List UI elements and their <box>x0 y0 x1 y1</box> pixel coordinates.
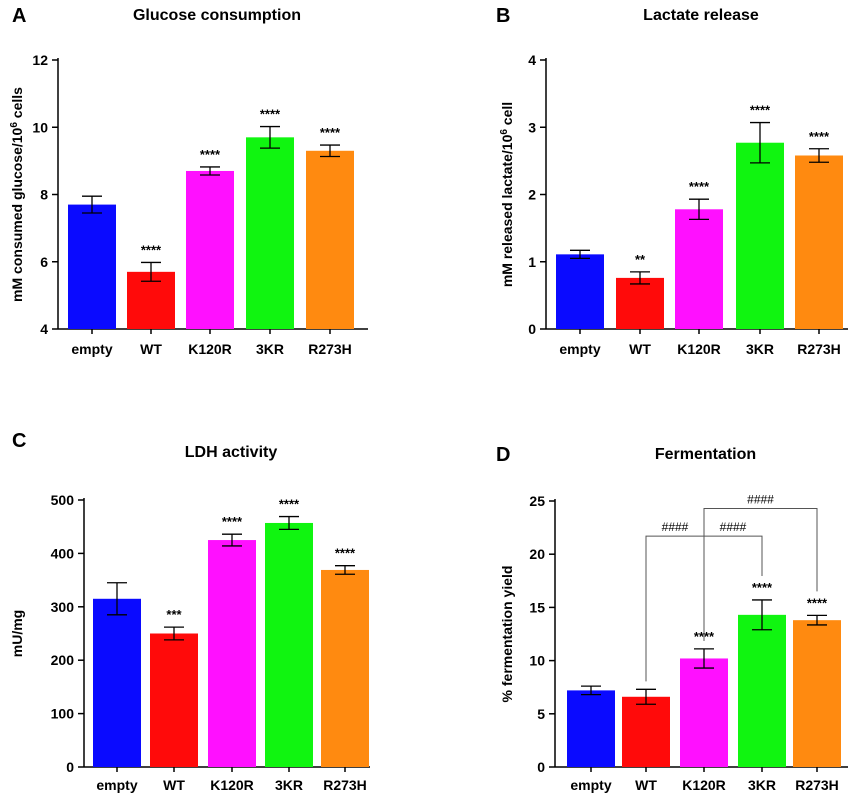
y-axis-label: % fermentation yield <box>499 566 515 703</box>
bar-r273h <box>795 155 843 329</box>
bar-wt <box>616 277 664 329</box>
y-tick-label: 1 <box>528 254 536 270</box>
significance-label: **** <box>222 514 243 529</box>
x-tick-label: K120R <box>210 777 254 793</box>
bar-k120r <box>680 658 728 767</box>
x-tick-label: WT <box>163 777 185 793</box>
x-tick-label: 3KR <box>748 777 776 793</box>
y-tick-label: 3 <box>528 119 536 135</box>
bar-3kr <box>736 142 784 329</box>
bar-r273h <box>306 150 354 329</box>
y-tick-label: 2 <box>528 187 536 203</box>
chart-title: Lactate release <box>643 7 759 24</box>
panel-letter: B <box>496 5 510 27</box>
x-tick-label: K120R <box>682 777 726 793</box>
comparison-bracket <box>703 507 818 641</box>
y-tick-label: 5 <box>537 706 545 722</box>
bar-3kr <box>738 614 786 767</box>
significance-label: **** <box>141 242 162 257</box>
panel-a: A Glucose consumption mM consumed glucose/… <box>9 5 368 357</box>
bracket-label: #### <box>662 520 689 534</box>
significance-label: **** <box>807 595 828 610</box>
y-tick-label: 4 <box>40 321 48 337</box>
y-tick-label: 100 <box>51 706 75 722</box>
y-tick-label: 20 <box>529 546 545 562</box>
chart-title: Glucose consumption <box>133 7 301 24</box>
bar-k120r <box>675 209 723 329</box>
x-tick-label: R273H <box>797 341 841 357</box>
bar-3kr <box>265 522 313 767</box>
bar-k120r <box>208 540 256 767</box>
y-tick-label: 10 <box>529 653 545 669</box>
bar-3kr <box>246 137 294 329</box>
y-tick-label: 12 <box>32 52 48 68</box>
panel-letter: C <box>12 430 26 452</box>
y-tick-label: 6 <box>40 254 48 270</box>
y-tick-label: 0 <box>537 759 545 775</box>
y-tick-label: 400 <box>51 545 75 561</box>
bracket-label: #### <box>747 492 774 506</box>
y-axis-label: mM consumed glucose/106 cells <box>9 87 26 302</box>
y-tick-label: 8 <box>40 187 48 203</box>
y-tick-label: 10 <box>32 119 48 135</box>
significance-label: **** <box>279 497 300 512</box>
significance-label: **** <box>200 147 221 162</box>
x-tick-label: 3KR <box>275 777 303 793</box>
x-tick-label: empty <box>559 341 600 357</box>
panel-c: C LDH activity mU/mg 0 100 200 300 400 500 empty W… <box>9 430 370 793</box>
significance-label: **** <box>752 580 773 595</box>
x-tick-label: R273H <box>323 777 367 793</box>
x-tick-label: K120R <box>677 341 721 357</box>
chart-title: LDH activity <box>185 444 278 461</box>
x-tick-label: WT <box>635 777 657 793</box>
y-tick-label: 25 <box>529 493 545 509</box>
significance-label: *** <box>166 607 182 622</box>
bar-r273h <box>793 620 841 767</box>
panel-d: D Fermentation % fermentation yield 0 5 10 15 2… <box>496 444 848 793</box>
x-tick-label: WT <box>629 341 651 357</box>
panel-b: B Lactate release mM released lactate/106 … <box>496 5 848 357</box>
y-tick-label: 15 <box>529 599 545 615</box>
y-tick-label: 300 <box>51 599 75 615</box>
y-tick-label: 0 <box>66 759 74 775</box>
y-tick-label: 500 <box>51 492 75 508</box>
panel-letter: A <box>12 5 26 27</box>
y-axis-label: mU/mg <box>9 610 25 657</box>
x-tick-label: empty <box>71 341 112 357</box>
bar-empty <box>567 690 615 767</box>
x-tick-label: WT <box>140 341 162 357</box>
significance-label: **** <box>750 103 771 118</box>
y-tick-label: 0 <box>528 321 536 337</box>
significance-label: **** <box>809 129 830 144</box>
y-tick-label: 200 <box>51 652 75 668</box>
significance-label: **** <box>689 179 710 194</box>
y-axis-label: mM released lactate/106 cell <box>499 102 516 287</box>
bar-empty <box>93 598 141 767</box>
chart-title: Fermentation <box>655 446 756 463</box>
x-tick-label: K120R <box>188 341 232 357</box>
significance-label: **** <box>260 107 281 122</box>
x-tick-label: R273H <box>308 341 352 357</box>
panel-letter: D <box>496 444 510 466</box>
bar-k120r <box>186 170 234 329</box>
significance-label: ** <box>635 252 646 267</box>
y-tick-label: 4 <box>528 52 536 68</box>
x-tick-label: empty <box>96 777 137 793</box>
x-tick-label: R273H <box>795 777 839 793</box>
x-tick-label: 3KR <box>746 341 774 357</box>
x-tick-label: empty <box>570 777 611 793</box>
significance-label: **** <box>320 125 341 140</box>
bar-wt <box>150 633 198 767</box>
bracket-label: #### <box>720 520 747 534</box>
significance-label: **** <box>335 546 356 561</box>
bar-empty <box>68 204 116 329</box>
bar-r273h <box>321 569 369 767</box>
bar-empty <box>556 254 604 329</box>
x-tick-label: 3KR <box>256 341 284 357</box>
bar-wt <box>622 696 670 767</box>
